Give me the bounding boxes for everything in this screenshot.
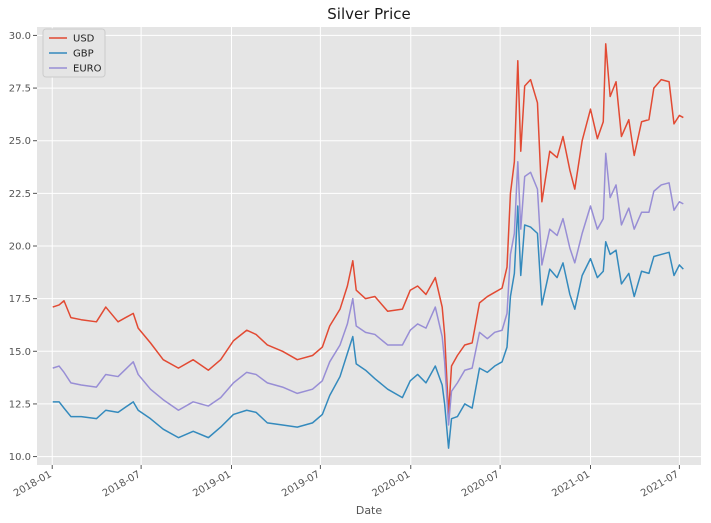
y-tick-label: 25.0 [9,136,31,147]
y-tick-label: 30.0 [9,31,31,42]
legend: USD GBP EURO [42,28,106,78]
chart-title: Silver Price [327,5,411,23]
legend-label-usd: USD [73,34,95,45]
data-series [52,43,684,449]
y-tick-label: 15.0 [9,347,31,358]
y-tick-label: 12.5 [9,399,31,410]
series-line-gbp [52,205,684,449]
y-tick-label: 20.0 [9,242,31,253]
x-axis-label: Date [356,504,383,517]
legend-label-euro: EURO [73,64,102,75]
y-axis-ticks: 10.0 12.5 15.0 17.5 20.0 22.5 25.0 27.5 30.0 [9,31,37,463]
series-line-usd [52,43,684,416]
y-tick-label: 10.0 [9,452,31,463]
y-tick-label: 17.5 [9,294,31,305]
grid-lines [37,27,701,465]
y-tick-label: 27.5 [9,84,31,95]
legend-label-gbp: GBP [73,49,94,60]
legend-box [42,28,106,78]
series-line-euro [52,152,684,426]
y-tick-label: 22.5 [9,189,31,200]
